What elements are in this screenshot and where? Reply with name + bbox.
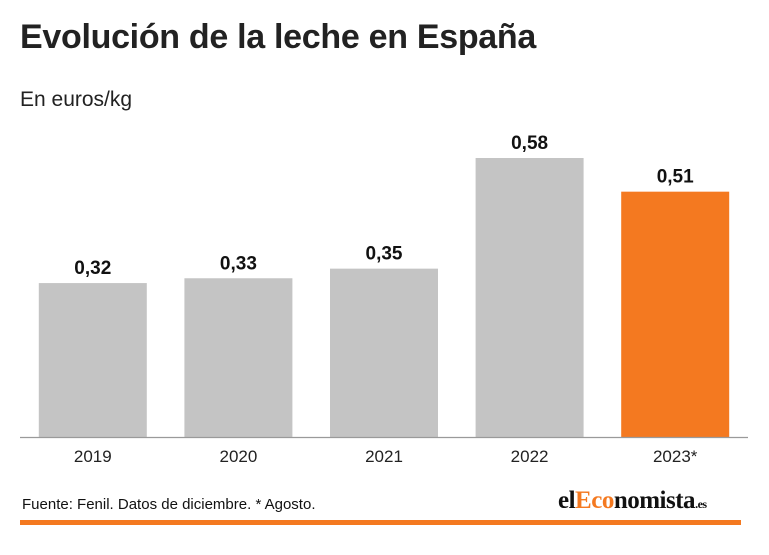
chart-title: Evolución de la leche en España [20, 18, 536, 56]
bar-chart: 0,32 2019 0,33 2020 0,35 2021 0,58 2022 0,51 2023… [20, 133, 748, 466]
bar-2019 [38, 283, 147, 437]
x-tick-label: 2020 [219, 447, 257, 466]
source-note: Fuente: Fenil. Datos de diciembre. * Ago… [22, 496, 316, 513]
bottom-rule [20, 520, 741, 525]
x-tick-label: 2023* [653, 447, 698, 466]
value-label: 0,33 [220, 253, 257, 274]
value-label: 0,58 [511, 133, 548, 154]
bar-2022 [475, 158, 584, 437]
x-tick-label: 2019 [74, 447, 112, 466]
value-label: 0,51 [657, 167, 694, 188]
chart-subtitle: En euros/kg [20, 88, 133, 111]
value-label: 0,32 [74, 258, 111, 279]
eleconomista-logo: elEconomista.es [558, 487, 707, 514]
bar-2020 [184, 278, 293, 437]
x-tick-label: 2021 [365, 447, 403, 466]
bar-2023 [621, 191, 730, 437]
bar-2021 [330, 268, 438, 437]
value-label: 0,35 [366, 244, 403, 265]
x-tick-label: 2022 [511, 447, 549, 466]
